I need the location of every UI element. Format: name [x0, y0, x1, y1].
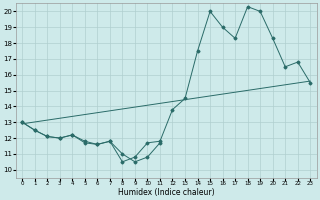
X-axis label: Humidex (Indice chaleur): Humidex (Indice chaleur): [118, 188, 214, 197]
